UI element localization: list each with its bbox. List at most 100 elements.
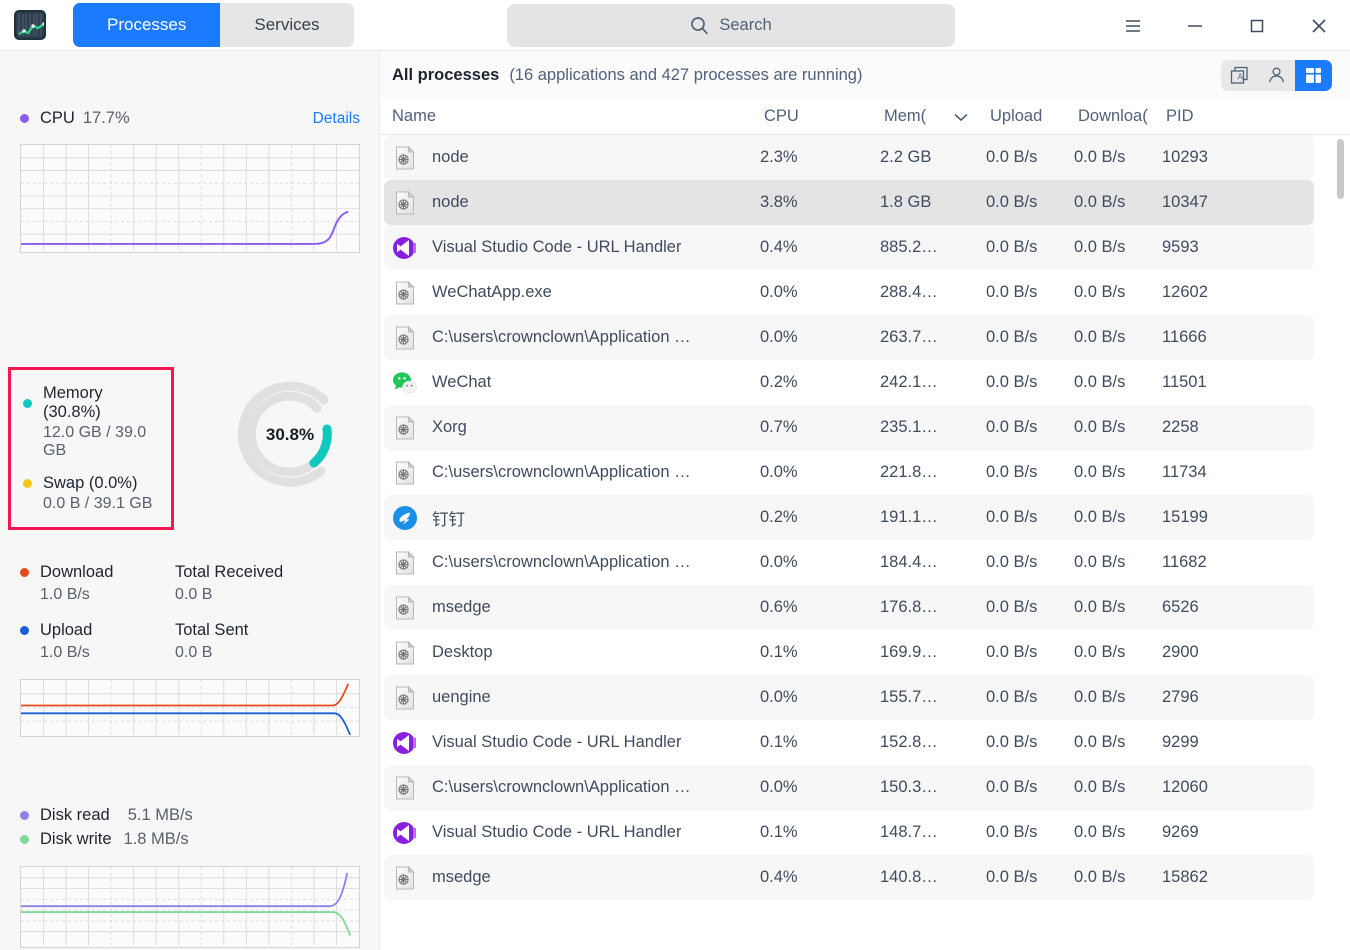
column-header-cpu[interactable]: CPU xyxy=(764,107,799,125)
cell-name: Xorg xyxy=(392,415,760,441)
process-name: Visual Studio Code - URL Handler xyxy=(432,238,682,256)
cell-download: 0.0 B/s xyxy=(1074,193,1126,211)
cell-upload: 0.0 B/s xyxy=(986,328,1038,346)
cell-pid: 9299 xyxy=(1162,733,1199,751)
search-input[interactable]: Search xyxy=(507,4,955,47)
cell-name: C:\users\crownclown\Application … xyxy=(392,460,760,486)
table-row[interactable]: Desktop 0.1% 169.9… 0.0 B/s 0.0 B/s 2900 xyxy=(384,630,1314,675)
cell-upload: 0.0 B/s xyxy=(986,643,1038,661)
process-name: C:\users\crownclown\Application … xyxy=(432,463,691,481)
cell-cpu: 0.0% xyxy=(760,463,798,481)
memory-section: Memory (30.8%) 12.0 GB / 39.0 GB Swap (0… xyxy=(0,367,380,530)
process-name: WeChatApp.exe xyxy=(432,283,552,301)
maximize-icon[interactable] xyxy=(1226,0,1288,51)
table-row[interactable]: msedge 0.4% 140.8… 0.0 B/s 0.0 B/s 15862 xyxy=(384,855,1314,900)
process-name: node xyxy=(432,193,469,211)
cell-pid: 15862 xyxy=(1162,868,1208,886)
cell-name: C:\users\crownclown\Application … xyxy=(392,550,760,576)
table-row[interactable]: 钉钉 0.2% 191.1… 0.0 B/s 0.0 B/s 15199 xyxy=(384,495,1314,540)
all-processes-view-icon[interactable] xyxy=(1295,59,1332,91)
user-view-icon[interactable] xyxy=(1258,60,1295,91)
process-name: 钉钉 xyxy=(432,510,465,529)
table-row[interactable]: Visual Studio Code - URL Handler 0.1% 152.… xyxy=(384,720,1314,765)
process-table-body[interactable]: node 2.3% 2.2 GB 0.0 B/s 0.0 B/s 10293 node 3.8… xyxy=(380,135,1350,950)
total-sent-value: 0.0 B xyxy=(175,644,213,661)
sort-chevron-down-icon[interactable] xyxy=(952,111,990,123)
minimize-icon[interactable] xyxy=(1164,0,1226,51)
table-row[interactable]: C:\users\crownclown\Application … 0.0% 184… xyxy=(384,540,1314,585)
vscode-icon xyxy=(392,730,418,756)
cell-cpu: 0.0% xyxy=(760,283,798,301)
disk-read-color-dot xyxy=(20,811,29,820)
memory-label: Memory (30.8%) xyxy=(43,384,103,421)
table-row[interactable]: Visual Studio Code - URL Handler 0.1% 148.… xyxy=(384,810,1314,855)
cell-name: uengine xyxy=(392,685,760,711)
cell-name: Desktop xyxy=(392,640,760,666)
cell-upload: 0.0 B/s xyxy=(986,733,1038,751)
hamburger-menu-icon[interactable] xyxy=(1102,0,1164,51)
applications-view-icon[interactable]: A xyxy=(1221,60,1258,91)
cell-download: 0.0 B/s xyxy=(1074,418,1126,436)
process-name: C:\users\crownclown\Application … xyxy=(432,328,691,346)
exe-icon xyxy=(392,145,418,171)
column-header-pid[interactable]: PID xyxy=(1166,107,1194,125)
table-row[interactable]: WeChatApp.exe 0.0% 288.4… 0.0 B/s 0.0 B/s 126… xyxy=(384,270,1314,315)
table-row[interactable]: uengine 0.0% 155.7… 0.0 B/s 0.0 B/s 2796 xyxy=(384,675,1314,720)
table-row[interactable]: C:\users\crownclown\Application … 0.0% 221… xyxy=(384,450,1314,495)
memory-usage: 12.0 GB / 39.0 GB xyxy=(43,424,147,459)
cell-memory: 885.2… xyxy=(880,238,938,256)
vertical-scrollbar[interactable] xyxy=(1337,139,1344,199)
cell-download: 0.0 B/s xyxy=(1074,868,1126,886)
cell-download: 0.0 B/s xyxy=(1074,643,1126,661)
cpu-value: 17.7% xyxy=(82,109,130,127)
process-name: node xyxy=(432,148,469,166)
table-row[interactable]: Xorg 0.7% 235.1… 0.0 B/s 0.0 B/s 2258 xyxy=(384,405,1314,450)
column-header-name[interactable]: Name xyxy=(392,107,437,125)
process-name: uengine xyxy=(432,688,491,706)
cell-memory: 288.4… xyxy=(880,283,938,301)
cell-memory: 148.7… xyxy=(880,823,938,841)
column-header-memory[interactable]: Mem( xyxy=(884,107,927,125)
table-row[interactable]: node 2.3% 2.2 GB 0.0 B/s 0.0 B/s 10293 xyxy=(384,135,1314,180)
close-icon[interactable] xyxy=(1288,0,1350,51)
table-row[interactable]: C:\users\crownclown\Application … 0.0% 263… xyxy=(384,315,1314,360)
disk-read-value: 5.1 MB/s xyxy=(127,806,193,824)
column-header-download[interactable]: Downloa( xyxy=(1078,107,1148,125)
cell-download: 0.0 B/s xyxy=(1074,598,1126,616)
table-row[interactable]: C:\users\crownclown\Application … 0.0% 150… xyxy=(384,765,1314,810)
cell-pid: 11682 xyxy=(1162,553,1207,571)
tab-services[interactable]: Services xyxy=(220,3,354,47)
table-row[interactable]: WeChat 0.2% 242.1… 0.0 B/s 0.0 B/s 11501 xyxy=(384,360,1314,405)
exe-icon xyxy=(392,595,418,621)
cell-memory: 184.4… xyxy=(880,553,938,571)
svg-text:A: A xyxy=(1238,72,1244,81)
table-row[interactable]: Visual Studio Code - URL Handler 0.4% 885.… xyxy=(384,225,1314,270)
tab-processes[interactable]: Processes xyxy=(73,3,221,47)
cell-name: node xyxy=(392,145,760,171)
cell-upload: 0.0 B/s xyxy=(986,778,1038,796)
table-row[interactable]: msedge 0.6% 176.8… 0.0 B/s 0.0 B/s 6526 xyxy=(384,585,1314,630)
table-row[interactable]: node 3.8% 1.8 GB 0.0 B/s 0.0 B/s 10347 xyxy=(384,180,1314,225)
window-controls xyxy=(1102,0,1350,51)
cell-memory: 235.1… xyxy=(880,418,938,436)
disk-write-row: Disk write 1.8 MB/s xyxy=(0,830,380,849)
cell-cpu: 0.1% xyxy=(760,643,798,661)
search-placeholder: Search xyxy=(719,16,772,34)
exe-icon xyxy=(392,865,418,891)
cell-pid: 10293 xyxy=(1162,148,1208,166)
cpu-details-link[interactable]: Details xyxy=(312,109,360,127)
process-panel: All processes (16 applications and 427 p… xyxy=(380,51,1350,950)
cell-cpu: 3.8% xyxy=(760,193,798,211)
memory-gauge: 30.8% xyxy=(231,376,349,494)
cell-download: 0.0 B/s xyxy=(1074,823,1126,841)
process-count-text: (16 applications and 427 processes are r… xyxy=(509,65,863,84)
cpu-section: CPU 17.7% Details xyxy=(0,109,380,253)
cell-pid: 9269 xyxy=(1162,823,1199,841)
cell-name: msedge xyxy=(392,865,760,891)
process-name: WeChat xyxy=(432,373,492,391)
cell-upload: 0.0 B/s xyxy=(986,373,1038,391)
cell-upload: 0.0 B/s xyxy=(986,283,1038,301)
cell-pid: 2900 xyxy=(1162,643,1199,661)
cell-download: 0.0 B/s xyxy=(1074,283,1126,301)
column-header-upload[interactable]: Upload xyxy=(990,107,1043,125)
